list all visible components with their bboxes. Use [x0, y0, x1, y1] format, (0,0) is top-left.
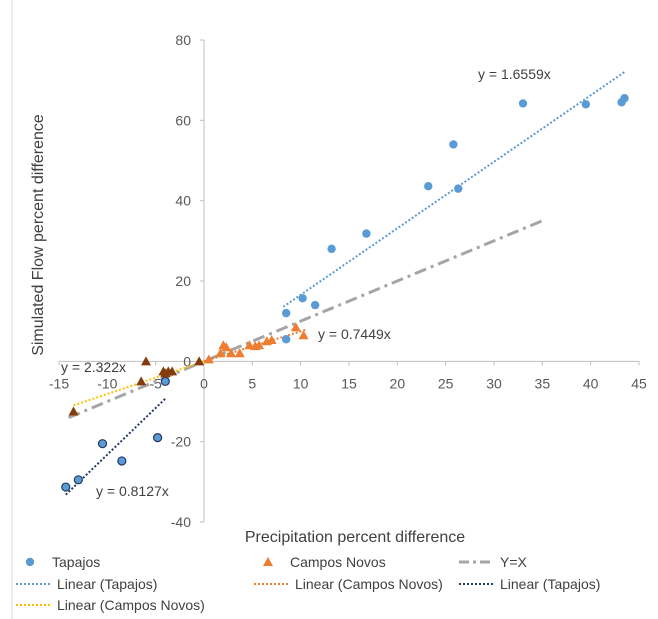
x-axis-title: Precipitation percent difference [245, 529, 465, 546]
data-point-series-1 [298, 330, 309, 340]
data-point-series-0 [581, 100, 591, 109]
data-point-series-2 [153, 433, 163, 443]
x-tick-label: 0 [200, 375, 208, 391]
data-point-series-3 [136, 376, 147, 386]
legend-marker-circle [25, 557, 35, 567]
reference-line-y-equals-x [68, 218, 545, 419]
x-tick-label: 45 [631, 375, 647, 391]
data-point-series-1 [215, 348, 226, 358]
y-tick-label: 80 [175, 32, 191, 48]
data-point-series-0 [281, 335, 291, 344]
data-point-series-2 [97, 439, 108, 449]
y-tick-label: 20 [175, 273, 191, 289]
legend-label: Linear (Tapajos) [57, 576, 157, 592]
y-tick-label: 40 [175, 193, 191, 209]
data-point-series-1 [254, 340, 265, 350]
data-point-series-0 [518, 99, 528, 108]
data-point-series-0 [281, 308, 291, 318]
trendline-equation-label: y = 1.6559x [478, 66, 551, 82]
legend-label: Linear (Tapajos) [500, 576, 600, 592]
data-point-series-2 [73, 475, 83, 485]
data-point-series-3 [167, 366, 178, 376]
axes: -15 -10 -5 0 5 10 15 20 25 30 35 40 45 -40 -20 0 20 40 60 8… [49, 32, 647, 530]
x-tick-label: 30 [486, 375, 502, 391]
data-point-series-1 [266, 335, 277, 345]
legend-label: Linear (Campos Novos) [57, 597, 205, 613]
data-point-series-0 [424, 182, 433, 191]
legend-label: Linear (Campos Novos) [295, 576, 443, 592]
data-point-series-0 [327, 244, 336, 254]
legend-label: Y=X [500, 554, 528, 570]
x-tick-label: 40 [583, 375, 599, 391]
trendline-group [65, 71, 626, 496]
data-point-series-0 [449, 140, 458, 149]
x-tick-label: 5 [248, 375, 256, 391]
x-tick-label: -15 [49, 375, 69, 391]
trendline-2 [65, 397, 167, 496]
x-tick-label: 25 [438, 375, 454, 391]
data-point-series-0 [620, 94, 629, 103]
x-tick-label: -10 [97, 375, 117, 391]
legend-marker-triangle [263, 557, 273, 566]
x-tick-label: 20 [390, 375, 406, 391]
data-point-series-2 [61, 482, 71, 492]
trendline-0 [282, 71, 626, 308]
data-point-series-0 [454, 184, 463, 193]
legend-label: Tapajos [52, 554, 100, 570]
y-tick-label: -20 [171, 434, 191, 450]
data-point-series-1 [226, 348, 237, 358]
y-axis-title: Simulated Flow percent difference [30, 114, 47, 356]
data-point-series-2 [160, 376, 170, 387]
x-tick-label: 15 [341, 375, 357, 391]
reference-line-group [68, 218, 545, 419]
x-tick-label: -5 [149, 375, 162, 391]
data-point-series-3 [141, 356, 151, 366]
y-tick-label: 60 [175, 112, 191, 128]
data-points [61, 94, 629, 492]
data-point-series-1 [290, 322, 301, 332]
data-point-series-1 [234, 348, 245, 358]
trendline-equation-label: y = 0.8127x [96, 483, 169, 499]
trendline-equation-label: y = 0.7449x [318, 326, 391, 342]
data-point-series-2 [117, 456, 127, 466]
legend-label: Campos Novos [290, 554, 386, 570]
y-tick-label: 0 [183, 353, 191, 369]
x-tick-label: 35 [535, 375, 551, 391]
data-point-series-1 [203, 354, 214, 364]
data-point-series-3 [68, 406, 79, 416]
x-tick-label: 10 [293, 375, 309, 391]
data-point-series-0 [298, 294, 307, 303]
data-point-series-3 [194, 356, 205, 366]
legend: Tapajos Campos Novos Y=X Linear (Tapajos) Li… [16, 554, 600, 613]
y-tick-label: -40 [171, 514, 191, 530]
equation-annotations: y = 1.6559x y = 0.7449x y = 2.322x y = 0.81… [61, 66, 551, 499]
data-point-series-0 [362, 229, 371, 238]
data-point-series-1 [221, 342, 232, 352]
trendline-equation-label: y = 2.322x [61, 359, 126, 375]
data-point-series-0 [310, 300, 320, 310]
